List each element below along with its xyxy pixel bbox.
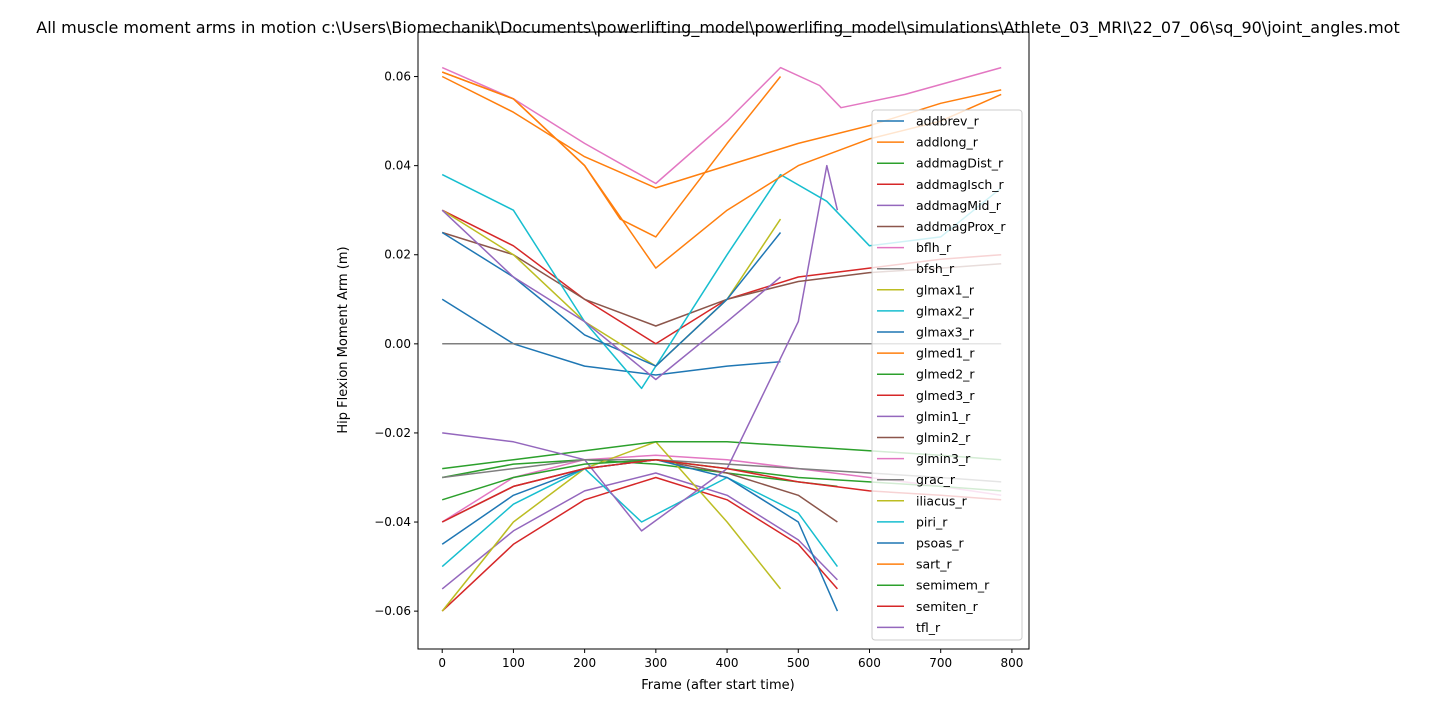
y-ticks: −0.06 −0.04 −0.02 0.00 0.02 0.04 0.06 xyxy=(374,70,418,618)
legend-label-addmagMid_r: addmagMid_r xyxy=(916,198,1002,213)
legend-label-glmax1_r: glmax1_r xyxy=(916,282,975,297)
y-tick-label: 0.02 xyxy=(384,248,411,262)
legend-label-glmax2_r: glmax2_r xyxy=(916,303,975,318)
legend-box xyxy=(871,109,1023,641)
x-tick-label: 100 xyxy=(502,656,525,670)
x-tick-label: 0 xyxy=(438,656,446,670)
legend-label-addmagDist_r: addmagDist_r xyxy=(916,156,1004,171)
y-tick-label: −0.02 xyxy=(374,426,411,440)
y-tick-label: −0.04 xyxy=(374,515,411,529)
x-tick-label: 500 xyxy=(787,656,810,670)
y-axis-label: Hip Flexion Moment Arm (m) xyxy=(336,246,351,433)
y-tick-label: 0.00 xyxy=(384,337,411,351)
y-tick-label: −0.06 xyxy=(374,604,411,618)
series-line-glmax2_r xyxy=(441,467,839,568)
legend-label-glmed2_r: glmed2_r xyxy=(916,367,975,382)
series-line-glmin3_r xyxy=(441,66,1002,185)
legend: addbrev_r addlong_r addmagDist_r addmagIsch… xyxy=(871,109,1023,641)
legend-label-semimem_r: semimem_r xyxy=(916,578,990,593)
legend-label-addmagProx_r: addmagProx_r xyxy=(916,219,1006,234)
y-tick-label: 0.04 xyxy=(384,159,411,173)
x-tick-label: 400 xyxy=(716,656,739,670)
y-tick-label: 0.06 xyxy=(384,70,411,84)
legend-label-iliacus_r: iliacus_r xyxy=(916,493,968,508)
series-line-glmax1_r xyxy=(441,441,782,612)
legend-label-glmin2_r: glmin2_r xyxy=(916,430,971,445)
series-line-tfl_r xyxy=(441,209,781,381)
legend-label-tfl_r: tfl_r xyxy=(916,620,941,635)
x-axis-label: Frame (after start time) xyxy=(641,678,794,693)
series-line-addmagMid_r xyxy=(441,472,838,590)
chart-title: All muscle moment arms in motion c:\User… xyxy=(36,18,1400,38)
x-ticks: 0 100 200 300 400 500 600 700 800 xyxy=(438,649,1023,670)
legend-label-bflh_r: bflh_r xyxy=(916,240,952,255)
legend-label-semiten_r: semiten_r xyxy=(916,599,979,614)
legend-label-glmin3_r: glmin3_r xyxy=(916,451,971,466)
legend-label-addbrev_r: addbrev_r xyxy=(916,114,980,129)
series-line-addbrev_r xyxy=(441,298,781,376)
x-tick-label: 200 xyxy=(573,656,596,670)
plot-frame xyxy=(417,31,1030,650)
x-tick-label: 300 xyxy=(644,656,667,670)
legend-label-addlong_r: addlong_r xyxy=(916,135,979,150)
legend-label-glmin1_r: glmin1_r xyxy=(916,409,971,424)
legend-label-addmagIsch_r: addmagIsch_r xyxy=(916,177,1005,192)
x-tick-label: 700 xyxy=(929,656,952,670)
legend-label-piri_r: piri_r xyxy=(916,514,948,529)
legend-label-grac_r: grac_r xyxy=(916,472,956,487)
x-tick-label: 600 xyxy=(858,656,881,670)
legend-label-glmax3_r: glmax3_r xyxy=(916,325,975,340)
series-line-addmagIsch_r xyxy=(441,476,838,612)
series-line-addmagProx_r xyxy=(441,458,838,523)
legend-label-bfsh_r: bfsh_r xyxy=(916,261,955,276)
legend-label-psoas_r: psoas_r xyxy=(916,536,965,551)
series-line-addlong_r xyxy=(441,71,782,238)
legend-label-glmed3_r: glmed3_r xyxy=(916,388,975,403)
x-tick-label: 800 xyxy=(1000,656,1023,670)
series-line-iliacus_r xyxy=(441,209,782,367)
legend-label-glmed1_r: glmed1_r xyxy=(916,346,975,361)
legend-label-sart_r: sart_r xyxy=(916,557,952,572)
series-line-glmin1_r xyxy=(442,164,839,532)
